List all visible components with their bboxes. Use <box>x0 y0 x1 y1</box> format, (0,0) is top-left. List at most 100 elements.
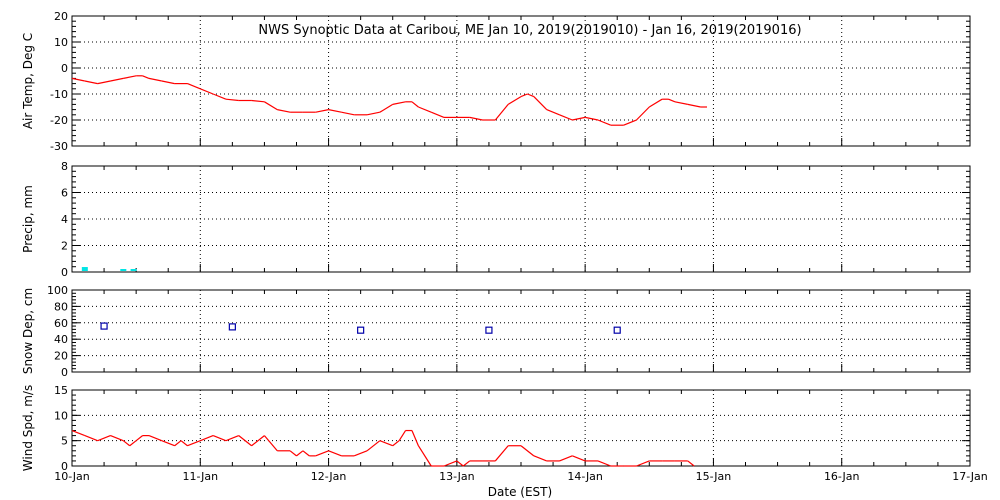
series-segment-0-7 <box>148 77 162 82</box>
series-segment-0-22 <box>341 111 355 116</box>
x-axis-label: Date (EST) <box>488 485 552 499</box>
y-tick-label-1-1: 6 <box>61 187 68 200</box>
series-segment-0-6 <box>142 75 150 79</box>
series-segment-3-41 <box>494 445 509 462</box>
plot-frame-2 <box>71 289 971 373</box>
series-segment-3-22 <box>302 450 310 457</box>
y-tick-label-0-2: 0 <box>61 62 68 75</box>
series-segment-3-44 <box>533 455 547 462</box>
y-tick-label-0-4: -20 <box>50 114 68 127</box>
precip-bar-1 <box>120 269 127 271</box>
series-segment-0-4 <box>123 75 137 79</box>
series-segment-0-43 <box>585 116 599 121</box>
series-segment-3-29 <box>379 440 393 447</box>
y-axis-label-0: Air Temp, Deg C <box>21 33 35 129</box>
y-tick-label-2-1: 80 <box>54 300 68 313</box>
series-segment-3-25 <box>328 450 342 457</box>
series-segment-0-46 <box>623 119 637 126</box>
series-segment-3-16 <box>238 435 252 447</box>
y-tick-label-1-0: 8 <box>61 160 68 173</box>
series-segment-0-30 <box>430 111 445 118</box>
series-segment-3-52 <box>636 460 650 467</box>
series-segment-0-11 <box>200 88 214 95</box>
series-segment-0-41 <box>559 114 573 121</box>
series-segment-3-11 <box>180 440 188 447</box>
plot-frame-3 <box>71 389 971 467</box>
series-segment-0-28 <box>411 101 419 108</box>
x-tick-label-7: 17-Jan <box>952 470 988 483</box>
series-segment-3-4 <box>122 440 131 447</box>
x-tick-label-5: 15-Jan <box>696 470 732 483</box>
chart-title: NWS Synoptic Data at Caribou, ME Jan 10,… <box>258 23 801 38</box>
series-segment-0-48 <box>648 98 663 108</box>
series-segment-3-24 <box>315 450 329 457</box>
snow-point-2 <box>357 326 365 334</box>
series-segment-0-25 <box>379 103 394 113</box>
series-segment-3-36 <box>443 460 458 467</box>
series-segment-3-14 <box>212 435 227 442</box>
x-tick-label-4: 14-Jan <box>567 470 603 483</box>
y-tick-label-3-0: 15 <box>54 384 68 397</box>
series-segment-0-15 <box>251 99 265 103</box>
series-segment-3-43 <box>520 445 535 457</box>
series-segment-3-21 <box>296 450 304 457</box>
series-segment-3-28 <box>366 440 381 452</box>
series-segment-3-20 <box>289 450 297 457</box>
series-segment-0-29 <box>418 106 432 113</box>
x-tick-label-0: 10-Jan <box>54 470 90 483</box>
series-segment-0-17 <box>277 109 291 113</box>
series-segment-0-51 <box>674 101 688 105</box>
series-segment-0-52 <box>687 103 701 108</box>
snow-point-0 <box>100 322 108 330</box>
series-segment-0-40 <box>546 109 560 116</box>
series-segment-3-8 <box>148 435 163 442</box>
precip-bar-2 <box>130 269 137 271</box>
series-segment-3-30 <box>392 440 400 447</box>
series-segment-0-39 <box>533 96 548 111</box>
series-segment-3-15 <box>225 435 239 442</box>
series-segment-3-0 <box>71 429 86 437</box>
y-tick-label-3-2: 5 <box>61 435 68 448</box>
series-segment-3-47 <box>572 455 586 462</box>
series-segment-0-33 <box>469 116 483 121</box>
series-segment-3-10 <box>174 440 182 447</box>
series-segment-3-12 <box>187 440 201 447</box>
series-segment-0-3 <box>110 77 124 82</box>
series-segment-0-21 <box>328 109 342 113</box>
series-segment-0-0 <box>71 77 85 82</box>
y-tick-label-3-1: 10 <box>54 409 68 422</box>
snow-point-1 <box>228 323 236 331</box>
y-tick-label-2-4: 20 <box>54 350 68 363</box>
series-segment-3-6 <box>135 435 143 442</box>
series-segment-0-50 <box>668 98 676 103</box>
series-segment-3-31 <box>398 430 407 441</box>
series-segment-3-1 <box>84 435 98 442</box>
series-segment-3-3 <box>110 435 124 442</box>
y-tick-label-1-2: 4 <box>61 213 68 226</box>
series-segment-3-56 <box>687 460 695 467</box>
y-tick-label-0-1: 10 <box>54 36 68 49</box>
x-tick-label-1: 11-Jan <box>183 470 219 483</box>
series-segment-0-20 <box>315 109 329 113</box>
series-segment-0-37 <box>520 93 528 98</box>
y-tick-label-2-5: 0 <box>61 366 68 379</box>
series-segment-0-10 <box>187 83 201 90</box>
series-segment-3-9 <box>161 440 175 447</box>
y-axis-label-1: Precip, mm <box>21 185 35 253</box>
series-segment-3-5 <box>129 440 137 447</box>
series-segment-0-44 <box>597 119 612 126</box>
series-segment-0-42 <box>572 116 586 121</box>
series-segment-3-2 <box>97 435 111 442</box>
series-segment-3-27 <box>354 450 368 457</box>
series-segment-3-18 <box>263 435 278 452</box>
y-tick-label-1-4: 0 <box>61 266 68 279</box>
series-segment-3-34 <box>417 445 432 467</box>
series-segment-3-49 <box>597 460 612 467</box>
series-segment-3-46 <box>559 455 573 462</box>
x-tick-label-3: 13-Jan <box>439 470 475 483</box>
snow-point-4 <box>613 326 621 334</box>
precip-bar-0 <box>81 267 88 271</box>
series-segment-0-26 <box>392 101 406 105</box>
series-segment-3-38 <box>462 460 471 467</box>
